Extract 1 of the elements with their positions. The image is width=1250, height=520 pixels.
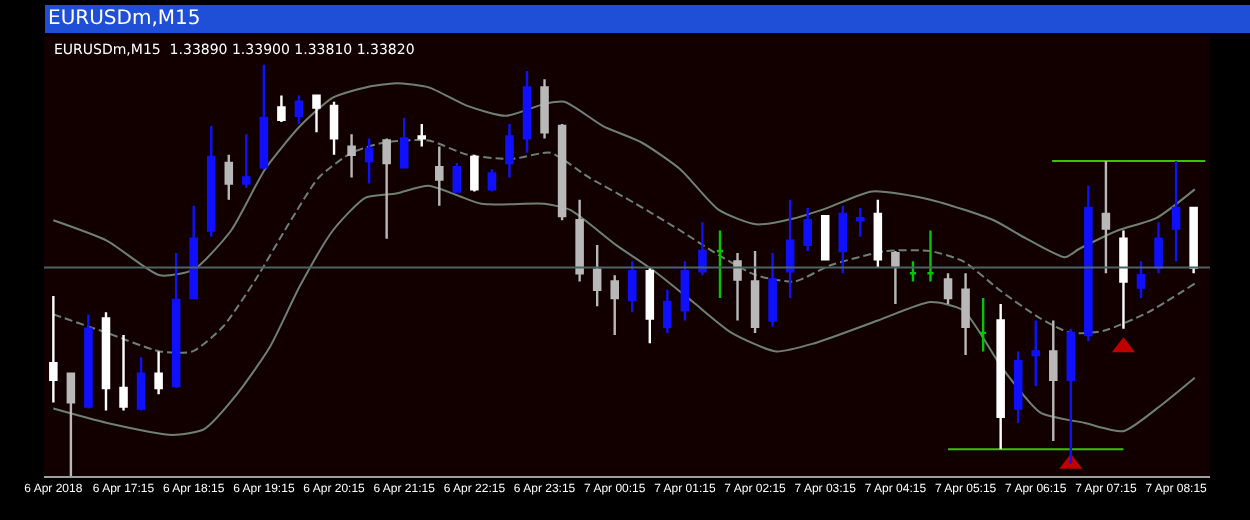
chart-title: EURUSDm,M15 (48, 8, 201, 30)
